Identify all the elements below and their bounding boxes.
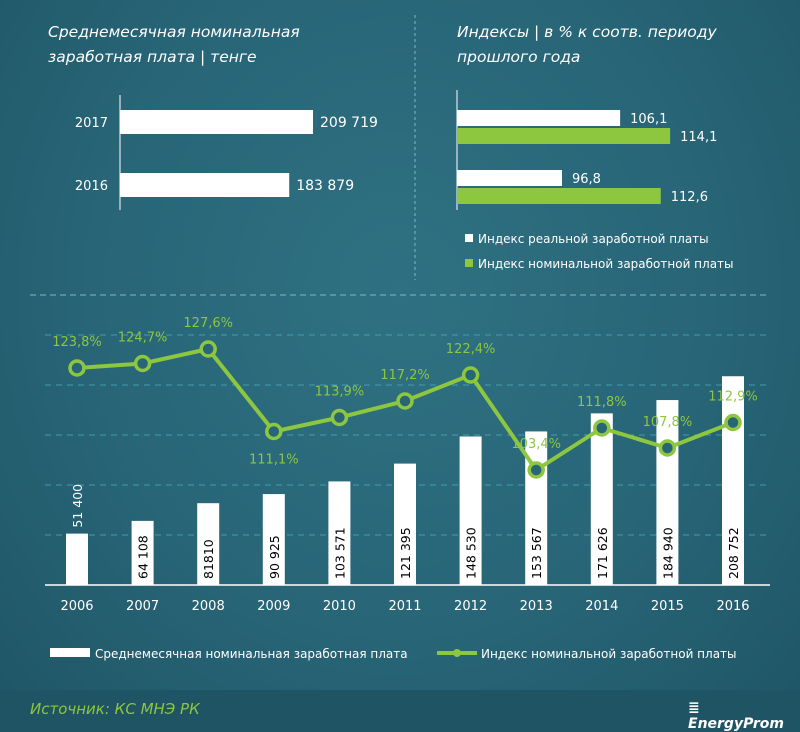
line-point	[527, 461, 545, 479]
bar-real	[457, 170, 562, 186]
x-tick-label: 2010	[323, 599, 356, 614]
top-left-title: Среднемесячная номинальная заработная пла…	[48, 20, 300, 70]
data-label: 114,1	[680, 130, 717, 145]
source-text: Источник: КС МНЭ РК	[30, 700, 200, 718]
x-tick-label: 2016	[716, 599, 749, 614]
bar	[459, 436, 482, 585]
legend-label: Среднемесячная номинальная заработная пл…	[95, 647, 408, 661]
line-point	[68, 359, 86, 377]
point-label: 124,7%	[118, 331, 168, 346]
legend-label: Индекс номинальной заработной платы	[478, 257, 734, 271]
point-label: 103,4%	[511, 437, 561, 452]
title-line: заработная плата | тенге	[48, 48, 257, 66]
bar-label: 81810	[201, 539, 216, 579]
x-tick-label: 2015	[651, 599, 684, 614]
point-label: 123,8%	[52, 335, 102, 350]
bar	[131, 520, 154, 585]
bar-label: 90 925	[267, 535, 282, 579]
line-point	[461, 366, 480, 384]
point-label: 107,8%	[643, 415, 693, 430]
bar	[262, 494, 285, 585]
title-line: прошлого года	[457, 48, 581, 66]
bar-label: 121 395	[398, 527, 413, 579]
category-label: 2016	[75, 179, 108, 194]
bar	[328, 481, 351, 585]
logo-icon: ≣	[688, 700, 700, 716]
legend-label: Индекс номинальной заработной платы	[481, 647, 737, 661]
line-point	[133, 354, 152, 373]
x-tick-label: 2011	[388, 599, 421, 614]
bar-label: 208 752	[726, 527, 741, 579]
category-label: 2017	[75, 116, 108, 131]
legend-marker	[453, 649, 461, 657]
point-label: 113,9%	[315, 385, 365, 400]
bar-nominal	[457, 128, 671, 144]
logo-text: EnergyProm	[688, 716, 785, 732]
line-point	[199, 340, 217, 358]
title-line: Индексы | в % к соотв. периоду	[457, 23, 717, 41]
title-line: Среднемесячная номинальная	[48, 23, 300, 41]
point-label: 111,8%	[577, 395, 627, 410]
x-tick-label: 2006	[60, 599, 93, 614]
x-tick-label: 2008	[192, 599, 225, 614]
data-label: 96,8	[572, 172, 601, 187]
x-tick-label: 2007	[126, 599, 159, 614]
bar-label: 148 530	[464, 527, 479, 579]
legend-swatch-bar	[50, 648, 90, 657]
bar-label: 64 108	[136, 535, 151, 579]
legend-label: Индекс реальной заработной платы	[478, 232, 709, 246]
data-label: 106,1	[630, 112, 667, 127]
bar-label: 153 567	[529, 527, 544, 579]
bar	[197, 503, 220, 585]
legend-swatch	[465, 259, 473, 267]
line-point	[265, 422, 283, 441]
bar	[120, 173, 290, 197]
bar	[120, 110, 313, 134]
bar	[590, 413, 613, 585]
point-label: 122,4%	[446, 342, 496, 357]
data-label: 183 879	[296, 178, 354, 194]
bar	[394, 463, 416, 585]
bar-label: 103 571	[332, 527, 347, 579]
x-tick-label: 2012	[454, 599, 487, 614]
bar-label: 51 400	[70, 484, 85, 528]
bar-label: 184 940	[660, 527, 675, 579]
line-point	[330, 408, 349, 427]
bar	[66, 533, 88, 585]
point-label: 117,2%	[380, 368, 430, 383]
footer	[0, 690, 800, 732]
x-tick-label: 2013	[520, 599, 553, 614]
x-tick-label: 2014	[585, 599, 618, 614]
data-label: 112,6	[671, 190, 708, 205]
bar-label: 171 626	[595, 527, 610, 579]
point-label: 111,1%	[249, 453, 299, 468]
data-label: 209 719	[320, 115, 378, 131]
bar-nominal	[457, 188, 661, 204]
line-point	[724, 413, 742, 432]
line-point	[593, 419, 611, 437]
bar-real	[457, 110, 621, 126]
point-label: 127,6%	[183, 316, 233, 331]
legend-swatch	[465, 234, 473, 242]
point-label: 112,9%	[708, 390, 758, 405]
x-tick-label: 2009	[257, 599, 290, 614]
line-point	[396, 392, 414, 410]
top-right-title: Индексы | в % к соотв. периоду прошлого г…	[457, 20, 717, 70]
logo: ≣ EnergyProm	[688, 700, 800, 732]
line-point	[658, 439, 677, 457]
